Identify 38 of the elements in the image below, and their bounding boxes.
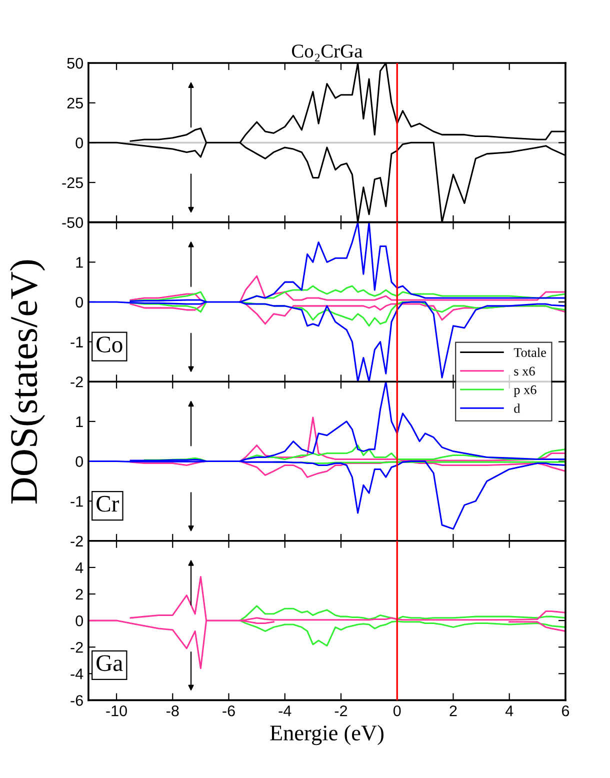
y-tick-label: -4 [70,668,84,680]
y-tick-label: 1 [76,257,83,268]
annotation: Cr [96,496,120,512]
y-tick-label: 0 [76,138,83,148]
x-tick-label: -6 [222,705,235,716]
y-tick-label: -25 [62,177,83,188]
y-tick-label: 0 [76,296,83,308]
x-axis-title: Energie (eV) [270,724,384,746]
y-tick-label: -2 [70,642,83,653]
legend-label: d [514,404,520,413]
y-tick-label: -6 [70,695,83,706]
y-tick-label: -2 [70,536,83,546]
chart-title: Co₂CrGa [292,44,362,62]
legend-label: Totale [514,348,546,357]
y-tick-label: 0 [76,456,83,467]
x-tick-label: 0 [393,705,401,716]
y-tick-label: -1 [70,496,83,507]
x-tick-label: 4 [505,706,514,716]
y-tick-label: 25 [67,98,83,109]
y-tick-label: -2 [70,376,83,388]
x-tick-label: -2 [334,705,348,716]
x-tick-label: -8 [166,705,179,716]
annotation: Ga [96,655,123,672]
x-tick-label: 6 [562,705,570,716]
x-tick-label: -10 [106,705,127,716]
annotation: Co [96,336,122,352]
legend-label: p x6 [514,385,536,397]
y-tick-label: 4 [75,562,84,573]
y-tick-label: 0 [76,615,83,626]
x-tick-label: 2 [450,705,457,716]
legend-label: s x6 [514,366,535,376]
y-tick-label: -1 [70,336,83,348]
y-tick-label: -50 [62,217,83,228]
y-tick-label: 50 [67,58,83,69]
x-tick-label: -4 [278,706,292,716]
y-tick-label: 2 [76,588,83,600]
y-axis-title: DOS(states/eV) [10,260,46,504]
y-tick-label: 1 [76,416,83,427]
